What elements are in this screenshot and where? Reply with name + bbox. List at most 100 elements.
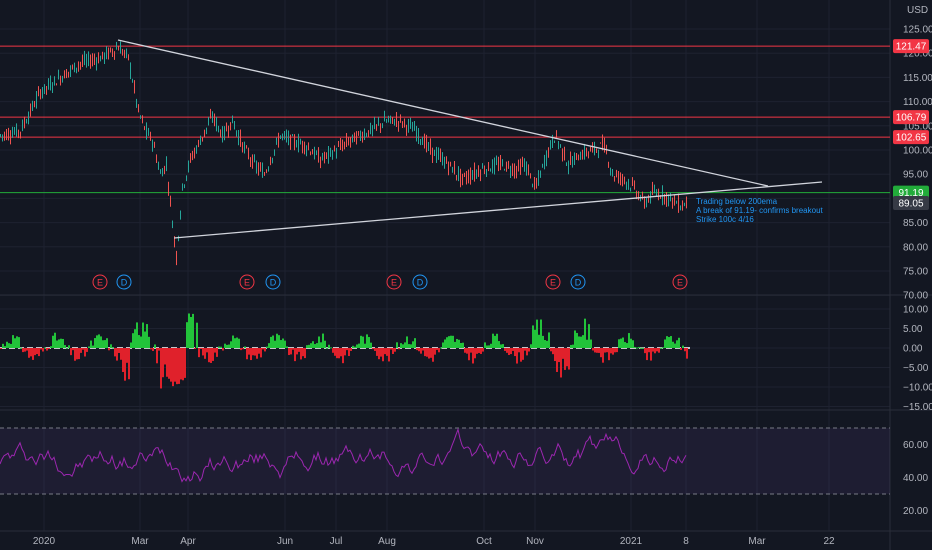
histogram-bar [210, 348, 212, 363]
histogram-bar [390, 348, 392, 350]
rsi-axis[interactable]: 60.00 40.00 20.00 [903, 440, 928, 517]
time-tick-label: Nov [526, 536, 544, 547]
earnings-marker[interactable]: E [386, 274, 402, 290]
histogram-bar [330, 347, 332, 349]
histogram-bar [264, 348, 266, 352]
oscillator-axis[interactable]: 10.00 5.00 0.00 −5.00 −10.00 −15.00 [903, 305, 932, 414]
histogram-bar [600, 348, 602, 358]
histogram-bar [306, 345, 308, 348]
currency-label: USD [907, 5, 928, 16]
histogram-bar [412, 341, 414, 348]
histogram-bar [44, 347, 46, 349]
histogram-bar [454, 341, 456, 348]
histogram-bar [236, 337, 238, 348]
note-line-2: A break of 91.19- confirms breakout [696, 206, 824, 215]
histogram-bar [52, 335, 54, 348]
histogram-bar [144, 331, 146, 348]
histogram-bar [634, 346, 636, 348]
time-tick-label: 22 [823, 536, 835, 547]
histogram-bar [276, 333, 278, 348]
histogram-bar [224, 343, 226, 348]
histogram-bar [56, 340, 58, 348]
last-price-tag[interactable]: 89.05 [893, 195, 929, 210]
histogram-bar [620, 338, 622, 348]
dividend-marker[interactable]: D [412, 274, 428, 290]
histogram-bar [328, 344, 330, 348]
dividend-marker[interactable]: D [116, 274, 132, 290]
resistance-price-tag[interactable]: 121.47 [893, 39, 929, 54]
histogram-bar [22, 348, 24, 353]
histogram-bar [62, 338, 64, 348]
dividend-marker[interactable]: D [265, 274, 281, 290]
rsi-band [0, 428, 890, 494]
histogram-bar [450, 335, 452, 348]
histogram-bar [158, 348, 160, 351]
histogram-bar [32, 348, 34, 360]
histogram-bar [592, 348, 594, 351]
histogram-bar [394, 348, 396, 352]
histogram-bar [148, 336, 150, 348]
histogram-bar [38, 348, 40, 357]
histogram-bar [48, 348, 50, 349]
histogram-bar [98, 334, 100, 348]
histogram-bar [196, 322, 198, 348]
histogram-bar [16, 336, 18, 348]
histogram-bar [256, 348, 258, 359]
histogram-bar [650, 348, 652, 361]
price-pane[interactable]: Trading below 200ema A break of 91.19- c… [0, 39, 890, 290]
histogram-bar [526, 348, 528, 356]
histogram-bar [618, 339, 620, 348]
dividend-marker[interactable]: D [570, 274, 586, 290]
price-axis[interactable]: 125.00 120.00 115.00 110.00 105.00 100.00 95.0… [903, 25, 932, 302]
histogram-bar [658, 348, 660, 353]
earnings-marker[interactable]: E [545, 274, 561, 290]
histogram-bar [498, 341, 500, 348]
histogram-bar [346, 348, 348, 351]
time-axis[interactable]: 2020 Mar Apr Jun Jul Aug Oct Nov 2021 8 Mar 22 [33, 536, 835, 547]
histogram-bar [542, 335, 544, 348]
histogram-bar [608, 348, 610, 361]
histogram-bar [662, 347, 664, 349]
histogram-bar [66, 347, 68, 349]
histogram-bar [2, 343, 4, 348]
histogram-bar [664, 339, 666, 348]
earnings-marker[interactable]: E [239, 274, 255, 290]
resistance-price-tag[interactable]: 106.79 [893, 110, 929, 125]
histogram-bar [442, 342, 444, 348]
histogram-bar [502, 344, 504, 348]
histogram-bar [28, 348, 30, 358]
histogram-bar [268, 343, 270, 348]
histogram-bar [352, 345, 354, 348]
rsi-pane[interactable] [0, 427, 890, 495]
histogram-bar [246, 348, 248, 360]
histogram-bar [152, 348, 154, 351]
histogram-bar [272, 335, 274, 348]
histogram-bar [46, 348, 48, 351]
histogram-bar [356, 344, 358, 348]
histogram-bar [372, 348, 374, 350]
marker-label: D [270, 278, 277, 288]
histogram-bar [642, 347, 644, 349]
earnings-marker[interactable]: E [672, 274, 688, 290]
lower-trendline[interactable] [173, 181, 823, 239]
histogram-oscillator-pane[interactable] [0, 313, 690, 389]
histogram-bar [470, 348, 472, 353]
histogram-bar [122, 348, 124, 372]
histogram-bar [82, 348, 84, 350]
histogram-bar [100, 336, 102, 348]
histogram-bar [598, 348, 600, 353]
histogram-bar [656, 348, 658, 352]
histogram-bar [370, 342, 372, 348]
resistance-price-tag[interactable]: 102.65 [893, 130, 929, 145]
histogram-bar [228, 344, 230, 348]
histogram-bar [108, 348, 110, 351]
upper-trendline[interactable] [117, 39, 769, 187]
histogram-bar [284, 340, 286, 348]
trade-note[interactable]: Trading below 200ema A break of 91.19- c… [696, 197, 824, 224]
histogram-bar [434, 348, 436, 355]
histogram-bar [156, 348, 158, 364]
time-tick-label: Apr [180, 536, 196, 547]
earnings-marker[interactable]: E [92, 274, 108, 290]
histogram-bar [344, 348, 346, 356]
